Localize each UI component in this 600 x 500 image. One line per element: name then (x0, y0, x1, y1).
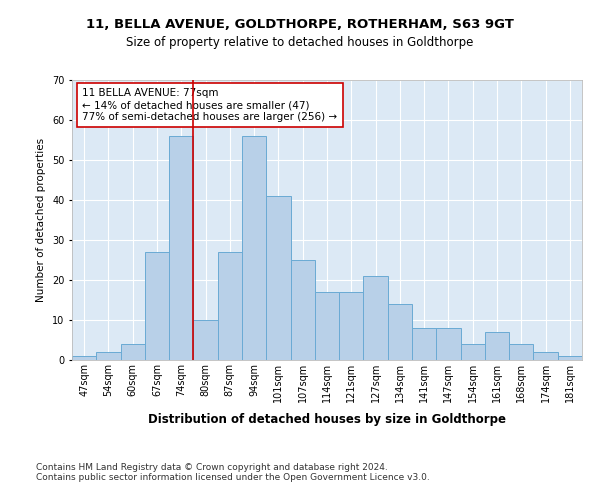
Bar (509, 344, 533, 360)
Text: Distribution of detached houses by size in Goldthorpe: Distribution of detached houses by size … (148, 412, 506, 426)
Bar (242, 136, 266, 360)
Bar (145, 252, 169, 360)
Bar (388, 304, 412, 360)
Bar (121, 344, 145, 360)
Bar (290, 260, 315, 360)
Bar (169, 136, 193, 360)
Y-axis label: Number of detached properties: Number of detached properties (37, 138, 46, 302)
Text: 11 BELLA AVENUE: 77sqm
← 14% of detached houses are smaller (47)
77% of semi-det: 11 BELLA AVENUE: 77sqm ← 14% of detached… (82, 88, 337, 122)
Bar (533, 352, 558, 360)
Text: Contains HM Land Registry data © Crown copyright and database right 2024.
Contai: Contains HM Land Registry data © Crown c… (36, 462, 430, 482)
Bar (558, 356, 582, 360)
Bar (72, 356, 96, 360)
Bar (339, 292, 364, 360)
Bar (364, 276, 388, 360)
Bar (218, 252, 242, 360)
Text: Size of property relative to detached houses in Goldthorpe: Size of property relative to detached ho… (127, 36, 473, 49)
Bar (412, 328, 436, 360)
Bar (485, 332, 509, 360)
Bar (315, 292, 339, 360)
Bar (266, 196, 290, 360)
Bar (436, 328, 461, 360)
Bar (461, 344, 485, 360)
Bar (96, 352, 121, 360)
Bar (193, 320, 218, 360)
Text: 11, BELLA AVENUE, GOLDTHORPE, ROTHERHAM, S63 9GT: 11, BELLA AVENUE, GOLDTHORPE, ROTHERHAM,… (86, 18, 514, 30)
